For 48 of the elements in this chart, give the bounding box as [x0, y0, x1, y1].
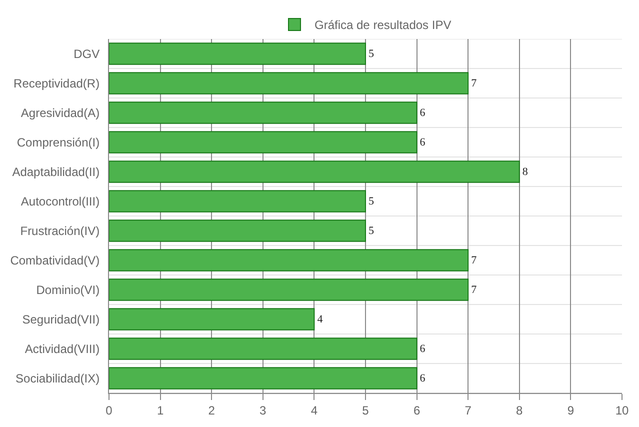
legend-label: Gráfica de resultados IPV	[314, 18, 452, 32]
x-tick-label: 6	[413, 403, 420, 418]
x-tick-label: 4	[310, 403, 318, 418]
y-tick-label: Dominio(VI)	[36, 282, 100, 297]
bar	[109, 131, 418, 154]
data-label: 8	[522, 166, 528, 178]
y-tick-label: Frustración(IV)	[20, 224, 100, 238]
data-label: 5	[368, 224, 374, 237]
data-label: 4	[317, 313, 324, 326]
x-tick-label: 3	[260, 403, 267, 418]
y-tick-label: Agresividad(A)	[20, 106, 100, 120]
y-tick-label: Receptividad(R)	[14, 76, 100, 90]
y-tick-label: Combatividad(V)	[10, 253, 100, 268]
x-tick-label: 7	[464, 403, 472, 418]
y-tick-label: Adaptabilidad(II)	[12, 164, 100, 179]
x-tick-label: 10	[615, 403, 629, 418]
bar	[109, 102, 418, 124]
data-label: 6	[420, 106, 426, 119]
bar	[109, 72, 469, 94]
x-tick-label: 0	[106, 403, 113, 418]
y-tick-label: Comprensión(I)	[16, 135, 100, 150]
y-tick-label: Seguridad(VII)	[22, 312, 100, 326]
data-label: 5	[368, 195, 374, 208]
data-label: 7	[471, 77, 478, 90]
data-label: 6	[420, 136, 426, 148]
bar	[109, 220, 366, 242]
y-tick-label: Autocontrol(III)	[20, 194, 100, 208]
bar	[109, 249, 469, 272]
bar	[109, 338, 418, 360]
y-tick-label: Actividad(VIII)	[24, 342, 100, 356]
x-tick-label: 2	[208, 403, 216, 418]
bar	[109, 308, 315, 330]
bar	[109, 278, 469, 301]
data-label: 7	[471, 254, 478, 266]
x-tick-label: 8	[516, 403, 524, 418]
x-tick-label: 5	[362, 403, 370, 418]
data-label: 7	[471, 284, 478, 296]
bar	[109, 367, 418, 390]
x-tick-label: 1	[156, 403, 164, 418]
bar	[109, 160, 520, 183]
y-tick-label: DGV	[74, 46, 100, 61]
x-tick-label: 9	[567, 403, 574, 418]
y-tick-label: Sociabilidad(IX)	[16, 371, 100, 386]
data-label: 6	[420, 342, 426, 355]
bar	[109, 42, 366, 65]
data-label: 5	[368, 48, 374, 60]
data-label: 6	[420, 372, 426, 384]
bar	[109, 190, 366, 212]
